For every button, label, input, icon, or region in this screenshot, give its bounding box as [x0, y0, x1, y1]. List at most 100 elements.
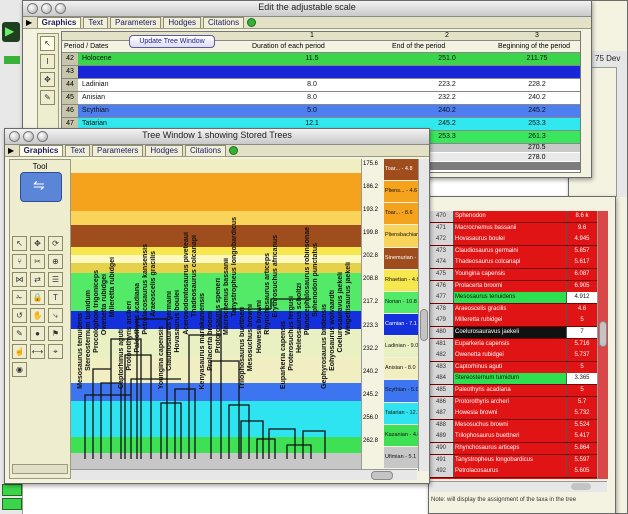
taxon-label[interactable]: Howesia browni [255, 299, 263, 353]
character-row[interactable]: 484 Stereosternum tumidum 3.365 [429, 373, 597, 386]
character-row-name[interactable]: Araeoscelis gracilis [455, 305, 507, 312]
duration-cell[interactable] [262, 66, 362, 78]
scale-tab-text[interactable]: Text [83, 17, 109, 28]
taxon-label[interactable]: Gephyrosaurus bridensis [320, 304, 328, 389]
taxa-icon[interactable]: T [48, 290, 63, 305]
character-row-value[interactable]: 6.087 [566, 269, 597, 280]
period-name[interactable]: Tatarian [82, 120, 107, 127]
duration-cell[interactable]: 8.0 [307, 81, 317, 88]
character-row[interactable]: 478 Araeoscelis gracilis 4.6 [429, 303, 597, 316]
character-row[interactable]: 482 Owenetta rubidgei 5.737 [429, 350, 597, 363]
begin-cell[interactable]: 228.2 [528, 81, 546, 88]
pen-icon[interactable]: ✎ [12, 326, 27, 341]
triangle-icon[interactable]: ▶ [26, 18, 33, 27]
duration-cell[interactable]: 5.0 [307, 107, 317, 114]
character-row-value[interactable]: 4.6 [566, 303, 597, 315]
swap-icon[interactable]: ⇄ [30, 272, 45, 287]
character-row[interactable]: 492 Petrolacosaurus 5.605 [429, 466, 597, 479]
character-row-value[interactable]: 5.597 [566, 454, 597, 466]
character-row[interactable]: 473 Claudiosaurus germaini 5.857 [429, 245, 597, 258]
character-row[interactable]: 491 Tanystropheus longobardicus 5.597 [429, 454, 597, 467]
taxon-label[interactable]: Mesosaurus tenuidens [77, 313, 84, 389]
character-table-hscroll-thumb[interactable] [571, 483, 591, 490]
ladder-icon[interactable]: ☰ [48, 272, 63, 287]
character-row[interactable]: 485 Paleothyris acadiana 5 [429, 385, 597, 397]
begin-cell[interactable]: 211.75 [526, 55, 548, 62]
tree-tab-hodges[interactable]: Hodges [145, 145, 183, 156]
character-row-value[interactable]: 5.716 [566, 338, 597, 350]
tree-tab-parameters[interactable]: Parameters [92, 145, 144, 156]
character-row[interactable]: 475 Youngina capensis 6.087 [429, 269, 597, 281]
taxon-label[interactable]: Weigeltisaurus jaekeli [344, 261, 352, 335]
pencil-tool-icon[interactable]: ✎ [40, 90, 55, 105]
character-row-value[interactable]: 5.417 [566, 431, 597, 443]
period-name[interactable]: Ladinian [82, 81, 109, 88]
character-table-scrollbar[interactable] [597, 211, 608, 479]
character-row[interactable]: 474 Thadeosaurus colcanapi 5.617 [429, 257, 597, 270]
tree-hscroll-thumb[interactable] [371, 471, 393, 480]
period-name[interactable]: Holocene [82, 55, 112, 62]
period-label[interactable]: Kazanian - 4.6 [384, 424, 419, 446]
taxon-label[interactable]: Planocephalosaurus robinsonae [304, 226, 312, 335]
scale-row[interactable]: 42 Holocene 11.5 251.0 211.75 [62, 53, 580, 66]
taxon-label[interactable]: Protorosaurus speneri [215, 277, 222, 353]
character-row-name[interactable]: Milleretta rubidgei [455, 317, 503, 324]
scale-row[interactable]: 46 Scythian 5.0 240.2 245.2 [62, 105, 580, 118]
character-row[interactable]: 486 Protorothyris archeri 5.7 [429, 396, 597, 409]
character-row-name[interactable]: Mesosaurus tenuidens [455, 294, 516, 301]
taxon-label[interactable]: Araeoscelis gracilis [150, 251, 158, 317]
taxon-label[interactable]: Trilophosaurus buettneri [239, 306, 247, 389]
character-row-name[interactable]: Stereosternum tumidum [455, 375, 520, 382]
tree-vscroll-thumb[interactable] [420, 309, 428, 341]
character-row-value[interactable]: 8.6 k [566, 211, 597, 222]
taxon-label[interactable]: Hovasaurus boulei [174, 290, 182, 353]
taxon-label[interactable]: Eohyosaurus wolvaardti [328, 290, 336, 371]
tag-icon[interactable]: ⌖ [48, 344, 63, 359]
character-row-value[interactable]: 4.912 [566, 292, 597, 304]
taxon-label[interactable]: Sphenodon punctatus [312, 243, 320, 317]
hand-icon[interactable]: ☝ [12, 344, 27, 359]
character-row-name[interactable]: Youngina capensis [455, 271, 506, 277]
character-row-value[interactable]: 5.617 [566, 257, 597, 269]
tree-minimize-icon[interactable] [23, 131, 34, 142]
taxon-label[interactable]: Procolophon trigoniceps [93, 270, 101, 353]
arrow-tool-icon[interactable]: ↖ [40, 36, 55, 51]
period-label[interactable]: Tatarian - 12.1 [384, 402, 419, 424]
character-row-value[interactable]: 9.6 [566, 222, 597, 234]
character-row[interactable]: 479 Milleretta rubidgei 5 [429, 315, 597, 328]
period-name[interactable] [82, 66, 202, 78]
character-row-name[interactable]: Euparkeria capensis [455, 340, 510, 347]
taxon-label[interactable]: Stereosternum tumidum [85, 290, 93, 371]
character-row-value[interactable]: 5.7 [566, 396, 597, 408]
rotate-icon[interactable]: ⟳ [48, 236, 63, 251]
tree-triangle-icon[interactable]: ▶ [8, 146, 15, 155]
character-row-name[interactable]: Claudiosaurus germaini [455, 247, 519, 254]
desktop-app-icon[interactable]: ▶ [2, 22, 20, 42]
character-row-name[interactable]: Petrolacosaurus [455, 468, 499, 475]
scale-tab-hodges[interactable]: Hodges [163, 17, 201, 28]
period-label[interactable]: Toar... - 4.8 [384, 159, 419, 181]
character-row-name[interactable]: Captorhinus aguti [455, 363, 503, 370]
cut-icon[interactable]: ✂ [30, 254, 45, 269]
character-row-name[interactable]: Sphenodon [455, 213, 486, 219]
character-row[interactable]: 471 Macrocnemus bassanii 9.6 [429, 222, 597, 235]
begin-cell[interactable]: 240.2 [528, 94, 546, 101]
character-row-name[interactable]: Macrocnemus bassanii [455, 224, 517, 231]
taxon-label[interactable]: Owenetta rubidgei [101, 273, 109, 335]
period-name[interactable]: Anisian [82, 94, 105, 101]
period-label[interactable]: Scythian - 5.0 [384, 380, 419, 402]
begin-cell[interactable]: 261.3 [528, 133, 546, 140]
taxon-label[interactable]: Mesosuchus browni [247, 303, 255, 371]
ruler-icon[interactable]: ⟷ [30, 344, 45, 359]
period-label[interactable]: Pliensbachian [384, 225, 419, 247]
tree-close-icon[interactable] [9, 131, 20, 142]
end-cell[interactable]: 240.2 [438, 107, 456, 114]
character-row-value[interactable]: 5 [566, 315, 597, 327]
lock-icon[interactable]: 🔒 [30, 290, 45, 305]
text-tool-icon[interactable]: I [40, 54, 55, 69]
character-row-value[interactable]: 7 [566, 327, 597, 338]
character-row-name[interactable]: Thadeosaurus colcanapi [455, 259, 521, 266]
tool-orientation-widget[interactable]: ⇋ [20, 172, 62, 202]
character-row[interactable]: 481 Euparkeria capensis 5.716 [429, 338, 597, 351]
character-row[interactable]: 480 Coelurosauravus jaekeli 7 [429, 327, 597, 339]
